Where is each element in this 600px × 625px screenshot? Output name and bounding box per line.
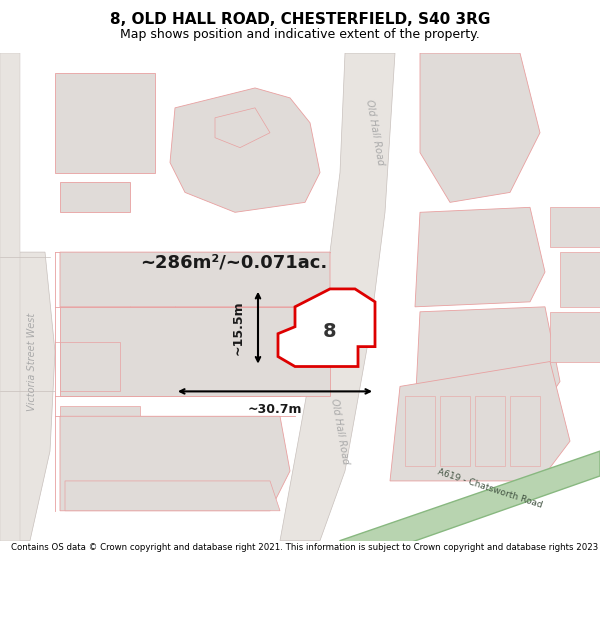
Bar: [405, 396, 435, 466]
Polygon shape: [60, 307, 330, 396]
Polygon shape: [420, 53, 540, 202]
Bar: [550, 312, 600, 361]
Polygon shape: [415, 307, 560, 411]
Polygon shape: [280, 53, 395, 541]
Text: A619 - Chatsworth Road: A619 - Chatsworth Road: [436, 468, 544, 510]
Bar: [560, 252, 600, 307]
Text: Contains OS data © Crown copyright and database right 2021. This information is : Contains OS data © Crown copyright and d…: [11, 543, 600, 552]
Text: ~286m²/~0.071ac.: ~286m²/~0.071ac.: [140, 253, 327, 271]
Text: Old Hall Road: Old Hall Road: [364, 99, 386, 166]
Polygon shape: [340, 451, 600, 566]
Text: ~15.5m: ~15.5m: [232, 301, 245, 355]
Bar: [60, 342, 120, 391]
Text: Map shows position and indicative extent of the property.: Map shows position and indicative extent…: [120, 28, 480, 41]
Polygon shape: [65, 481, 280, 511]
Bar: [475, 396, 505, 466]
Polygon shape: [0, 252, 55, 541]
Text: Old Hall Road: Old Hall Road: [329, 398, 351, 465]
Bar: [440, 396, 470, 466]
Text: Victoria Street West: Victoria Street West: [27, 312, 37, 411]
Polygon shape: [390, 361, 570, 481]
Polygon shape: [0, 53, 20, 541]
Text: 8: 8: [323, 322, 337, 341]
Polygon shape: [55, 73, 155, 172]
Polygon shape: [60, 182, 130, 213]
Polygon shape: [60, 252, 330, 307]
Polygon shape: [60, 416, 290, 511]
Polygon shape: [415, 208, 545, 307]
Bar: [60, 406, 140, 466]
Text: 8, OLD HALL ROAD, CHESTERFIELD, S40 3RG: 8, OLD HALL ROAD, CHESTERFIELD, S40 3RG: [110, 12, 490, 27]
Text: ~30.7m: ~30.7m: [248, 402, 302, 416]
Polygon shape: [278, 289, 375, 366]
Polygon shape: [215, 108, 270, 148]
Polygon shape: [170, 88, 320, 212]
Bar: [510, 396, 540, 466]
Bar: [550, 208, 600, 247]
